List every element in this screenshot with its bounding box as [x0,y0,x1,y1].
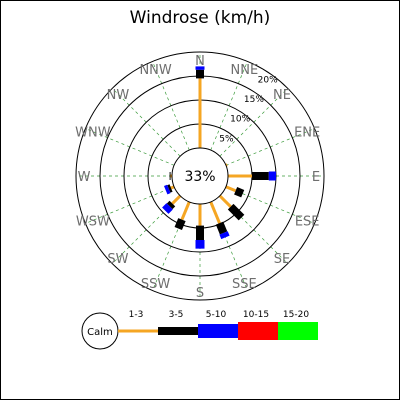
dir-label-e: E [312,170,320,185]
ring-4 [75,51,325,301]
dir-label-s: S [196,286,204,301]
legend-label-10-15: 10-15 [243,310,269,320]
legend-calm-label: Calm [87,327,113,338]
dir-label-wsw: WSW [76,214,110,229]
spoke-se [219,195,288,264]
legend-swatch-3-5 [158,327,198,335]
dir-label-ssw: SSW [141,277,171,292]
dir-label-w: W [78,170,91,185]
bar-ese-1-3 [225,185,237,193]
legend-label-1-3: 1-3 [129,310,144,320]
bar-sse-1-3 [209,201,221,224]
direction-labels: N NNE NE ENE E ESE SE SSE S SSW SW WSW W WNW NW NNW [75,54,320,301]
bar-ssw-3-5 [174,218,186,231]
dir-label-ne: NE [273,88,291,103]
dir-label-nne: NNE [231,63,259,78]
bar-sse-3-5 [215,221,228,235]
bar-sw-5-10 [162,203,173,214]
dir-label-nw: NW [107,88,130,103]
calm-circle [171,147,229,205]
legend-swatch-10-15 [238,322,278,340]
bar-wsw-5-10 [163,184,171,195]
wind-bars [162,66,276,249]
ring-label-4: 20% [258,75,278,85]
ring-label-1: 5% [219,134,234,144]
dir-label-ese: ESE [295,214,320,229]
polar-grid [75,51,325,301]
legend-label-5-10: 5-10 [206,310,227,320]
dir-label-sse: SSE [232,277,257,292]
legend-swatch-5-10 [198,324,238,338]
legend-label-15-20: 15-20 [283,310,309,320]
bar-sw-3-5 [166,200,176,210]
legend-swatch-1-3 [118,329,158,333]
legend-swatch-15-20 [278,322,318,340]
dir-label-nnw: NNW [139,63,171,78]
bar-se-3-5 [227,203,245,221]
spoke-ne [219,88,288,157]
bar-wsw-1-3 [170,185,175,190]
spoke-nw [112,88,181,157]
chart-title: Windrose (km/h) [130,8,271,28]
calm-value: 33% [184,169,215,185]
dir-label-ene: ENE [294,126,320,141]
dir-label-sw: SW [107,252,128,267]
bar-wsw-3-5 [167,184,173,193]
dir-label-wnw: WNW [75,126,111,141]
dir-label-se: SE [274,252,290,267]
spoke-sw [112,195,181,264]
bar-sw-1-3 [171,194,182,205]
bar-sse-5-10 [219,231,230,240]
speed-legend: Calm 1-3 3-5 5-10 10-15 15-20 [81,310,318,350]
ring-label-3: 15% [244,95,264,105]
dir-label-n: N [195,54,205,69]
legend-label-3-5: 3-5 [169,310,184,320]
ring-label-2: 10% [230,115,250,125]
bar-ese-3-5 [234,187,245,198]
ring-labels: 5% 10% 15% 20% [219,75,278,144]
bar-se-1-3 [218,194,232,208]
bar-ssw-1-3 [180,201,191,221]
